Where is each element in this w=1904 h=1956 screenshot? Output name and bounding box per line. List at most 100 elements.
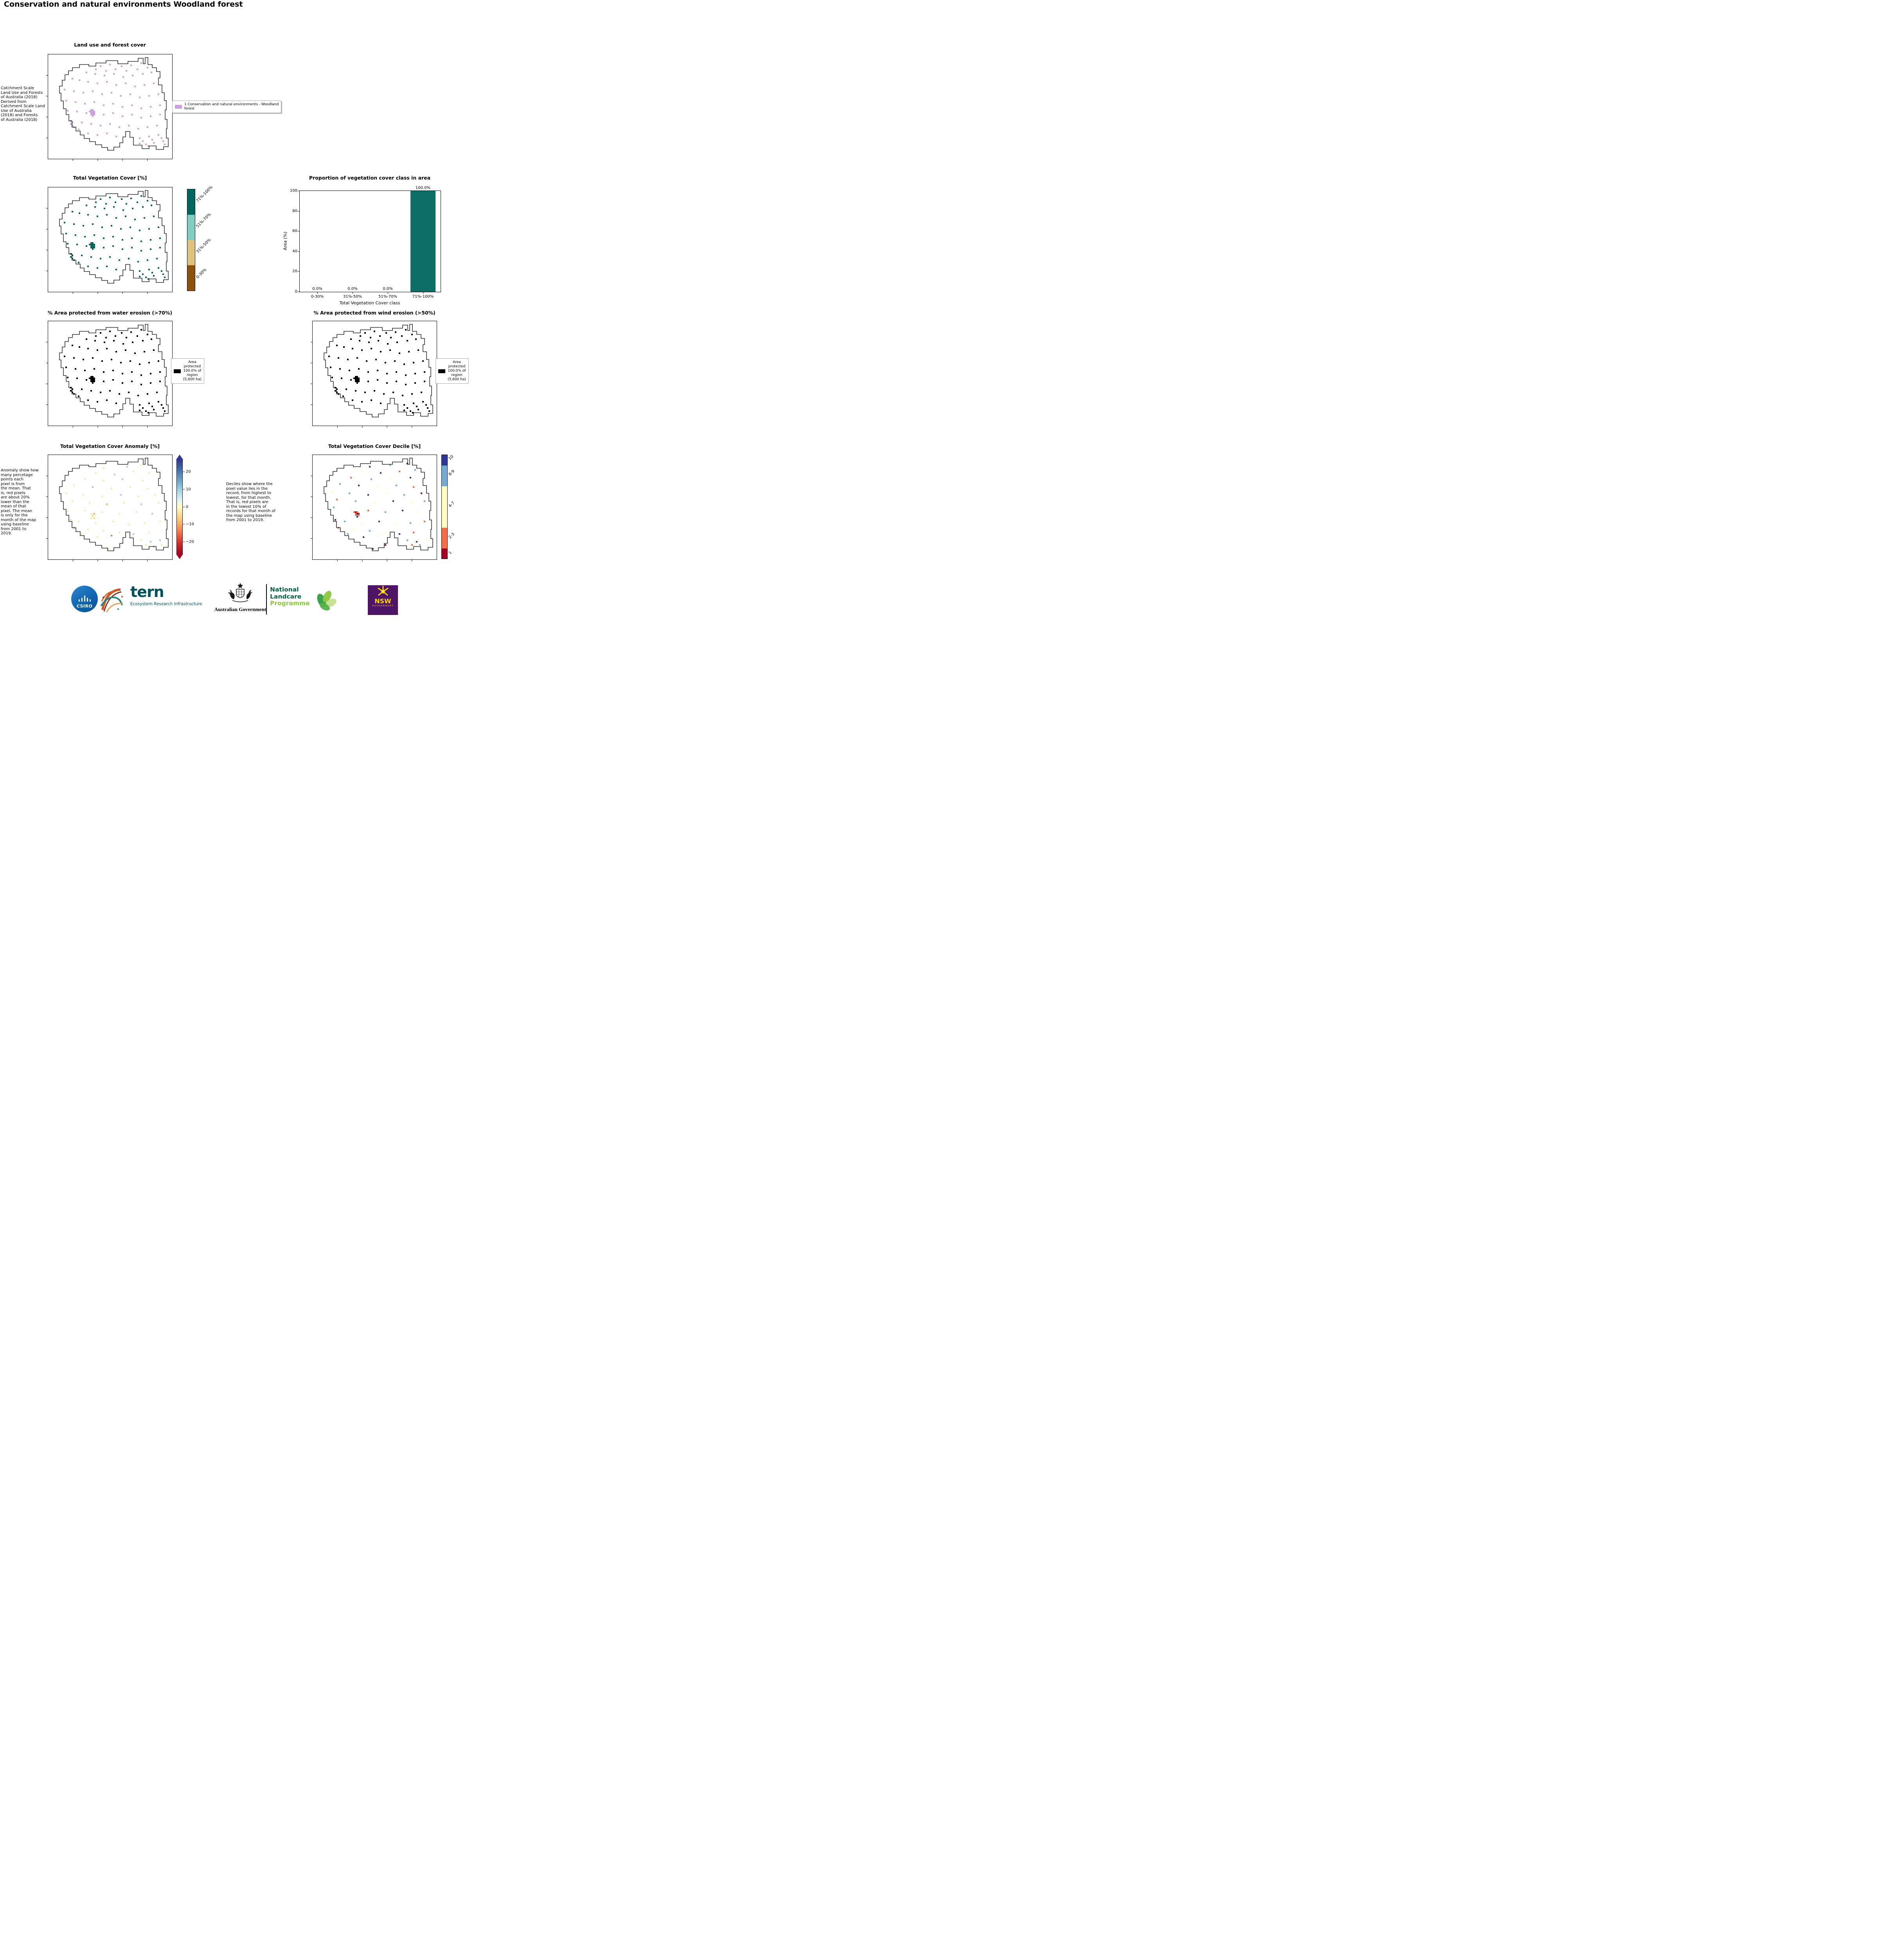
map-pixel (368, 342, 370, 343)
map-pixel (112, 379, 114, 381)
map-pixel (339, 483, 341, 485)
indigenous-art-logo (100, 588, 123, 613)
map-pixel (359, 340, 360, 342)
vegcover-map-canvas (46, 190, 169, 294)
colorbar-tick-label: 10 (186, 487, 191, 492)
map-pixel (92, 379, 94, 381)
map-pixel (90, 390, 92, 392)
map-pixel (131, 381, 133, 382)
map-pixel (385, 511, 386, 513)
map-pixel (424, 500, 425, 502)
map-pixel (119, 532, 120, 533)
map-pixel (76, 111, 78, 112)
map-pixel (84, 236, 86, 237)
map-pixel (131, 104, 133, 106)
map-pixel (95, 335, 97, 337)
map-pixel (84, 103, 86, 104)
map-pixel (132, 75, 133, 76)
map-pixel (90, 247, 92, 248)
map-pixel (73, 223, 75, 225)
map-pixel (336, 388, 338, 390)
map-pixel (106, 266, 108, 267)
map-pixel (90, 242, 92, 244)
x-tick-label: 71%-100% (412, 295, 434, 299)
map-pixel (356, 378, 358, 379)
map-pixel (78, 129, 79, 130)
map-pixel (411, 393, 413, 395)
map-pixel (100, 392, 101, 393)
map-pixel (120, 494, 122, 496)
map-pixel (115, 269, 117, 270)
map-pixel (151, 205, 152, 206)
map-pixel (65, 493, 67, 494)
map-pixel (109, 123, 111, 125)
map-pixel (374, 390, 375, 392)
map-pixel (115, 403, 117, 404)
map-pixel (112, 370, 114, 371)
map-pixel (162, 407, 164, 409)
map-pixel (142, 206, 144, 208)
map-pixel (151, 72, 152, 73)
map-pixel (67, 511, 68, 512)
map-pixel (79, 79, 80, 81)
map-pixel (134, 352, 136, 354)
map-pixel (126, 337, 127, 338)
colorbar-segment (187, 214, 195, 240)
colorbar-tick-label: 1 (448, 550, 453, 556)
map-pixel (358, 378, 360, 379)
map-pixel (90, 513, 92, 514)
map-pixel (92, 378, 94, 379)
map-pixel (103, 104, 104, 106)
map-pixel (148, 403, 150, 404)
map-pixel (65, 100, 67, 101)
map-pixel (395, 331, 396, 333)
nlp-line-programme: Programme (270, 600, 310, 607)
anomaly-map-canvas (46, 458, 169, 561)
map-pixel (111, 535, 112, 536)
map-pixel (140, 117, 142, 119)
map-pixel (94, 340, 96, 342)
map-pixel (161, 544, 162, 546)
map-pixel (140, 195, 142, 197)
map-pixel (369, 466, 371, 467)
map-pixel (115, 351, 117, 352)
map-pixel (361, 401, 363, 403)
map-pixel (86, 112, 87, 114)
map-pixel (90, 111, 92, 112)
map-pixel (148, 269, 150, 270)
x-tick-label: 51%-70% (378, 295, 398, 299)
map-pixel (65, 367, 67, 368)
map-pixel (336, 499, 338, 500)
map-pixel (100, 125, 101, 126)
map-pixel (101, 227, 103, 228)
map-pixel (336, 392, 338, 393)
water-legend-label: Area protected 100.0% of region (5,600 h… (183, 360, 202, 381)
map-pixel (86, 379, 87, 381)
x-tick-label: 31%-50% (343, 295, 362, 299)
map-pixel (103, 237, 104, 239)
map-pixel (140, 241, 142, 242)
map-pixel (81, 388, 83, 390)
colorbar-body (441, 455, 448, 559)
map-pixel (64, 356, 65, 357)
map-pixel (115, 335, 116, 337)
map-pixel (72, 392, 73, 393)
map-pixel (159, 381, 161, 382)
map-pixel (383, 393, 385, 395)
map-pixel (134, 86, 136, 87)
map-pixel (92, 244, 94, 245)
colorbar-segment (442, 486, 447, 528)
y-tick-label: 0 (295, 289, 297, 294)
map-pixel (399, 352, 400, 354)
map-pixel (131, 371, 133, 373)
map-pixel (87, 81, 89, 83)
map-pixel (92, 115, 94, 117)
map-pixel (75, 234, 76, 236)
map-pixel (79, 212, 80, 214)
map-pixel (358, 514, 360, 516)
map-pixel (103, 467, 104, 469)
map-pixel (133, 533, 134, 535)
map-pixel (150, 382, 151, 384)
colorbar-arrow-down-icon (176, 554, 183, 559)
map-pixel (355, 500, 356, 502)
